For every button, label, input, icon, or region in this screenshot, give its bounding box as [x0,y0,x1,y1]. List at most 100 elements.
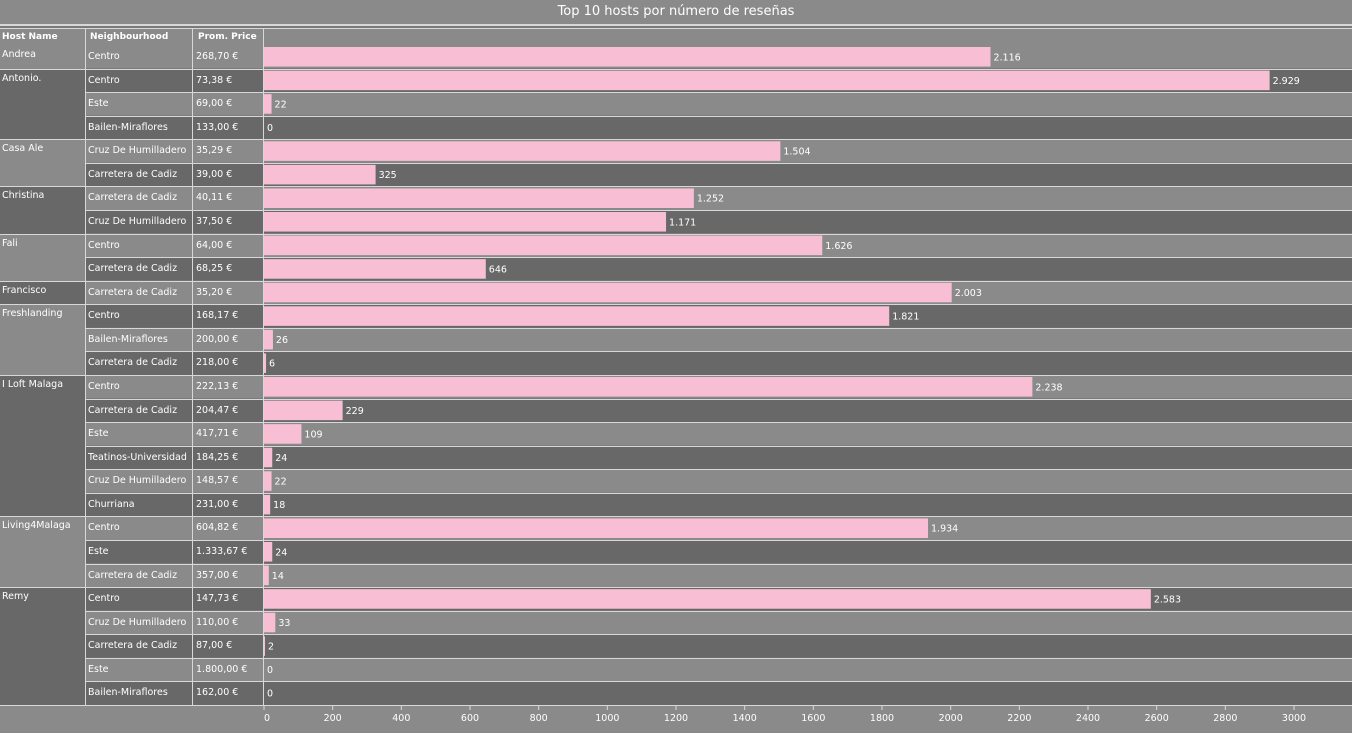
price-cell: 604,82 € [196,522,239,534]
price-cell: 184,25 € [196,451,239,463]
bar [264,94,272,114]
neighbourhood-cell: Este [88,428,109,440]
neighbourhood-cell: Centro [88,310,120,322]
price-cell: 168,17 € [196,310,239,322]
price-cell: 268,70 € [196,51,239,62]
chart-body: 2.116 2.929 22 0 1.504 325 1.252 1.171 1.626 646 2… [0,45,1352,705]
bar-value-label: 18 [273,500,285,511]
bar [264,636,265,656]
price-cell: 35,29 € [196,145,233,157]
host-name-cell: Antonio. [0,68,85,140]
row-divider [85,445,1352,447]
price-cell: 73,38 € [196,74,233,86]
bar-value-label: 1.252 [697,194,724,205]
neighbourhood-cell: Cruz De Humilladero [88,475,187,487]
neighbourhood-cell: Centro [88,239,120,251]
neighbourhood-cell: Este [88,663,109,675]
row-divider [85,540,1352,541]
neighbourhood-cell: Carretera de Cadiz [88,404,178,416]
bar-value-label: 646 [489,264,507,275]
row-divider [85,162,1352,164]
row-divider [85,398,1352,400]
row-background [86,115,1352,140]
bar [264,542,273,562]
row-background [86,563,1352,588]
x-tick-label: 2400 [1076,713,1100,724]
bar-value-label: 229 [346,406,364,417]
price-cell: 39,00 € [196,168,233,180]
bar [264,282,952,303]
row-divider [85,327,1352,329]
neighbourhood-cell: Centro [88,74,120,86]
x-axis-svg: 0 200 400 600 800 1000 1200 1400 1600 1800 2000 220… [263,706,1306,724]
neighbourhood-cell: Este [88,98,109,110]
row-background [86,398,1352,423]
bar [264,329,273,350]
bar-value-label: 1.821 [892,312,919,323]
host-name-cell: Living4Malaga [0,516,85,588]
bar-value-label: 24 [275,453,287,464]
x-tick-label: 200 [324,713,342,724]
row-background [86,657,1352,682]
x-tick-label: 2000 [939,713,963,724]
x-tick-label: 2600 [1145,713,1169,724]
x-tick-label: 3000 [1282,713,1306,724]
row-divider [85,210,1352,211]
row-divider [85,351,1352,353]
price-cell: 1.333,67 € [196,546,248,557]
price-cell: 69,00 € [196,98,233,110]
bar-value-label: 1.626 [825,241,852,252]
bar-value-label: 2 [268,642,274,653]
row-divider [85,563,1352,565]
price-cell: 40,11 € [196,192,233,204]
bar [264,424,302,444]
host-name-cell: Francisco [0,280,85,305]
price-cell: 87,00 € [196,640,233,652]
row-divider [85,422,1352,424]
bar-value-label: 24 [275,547,287,558]
bar-value-label: 2.238 [1035,382,1062,393]
price-cell: 133,00 € [196,121,239,133]
group-divider [0,233,1352,235]
x-tick-label: 0 [264,713,270,724]
neighbourhood-cell: Carretera de Cadiz [88,263,178,275]
neighbourhood-cell: Carretera de Cadiz [88,286,178,298]
neighbourhood-cell: Carretera de Cadiz [88,168,178,180]
header-prom-price: Prom. Price [198,32,257,42]
neighbourhood-cell: Centro [88,593,120,605]
x-tick-label: 1600 [801,713,825,724]
group-divider [0,587,1352,589]
bar-value-label: 1.171 [669,217,696,228]
neighbourhood-cell: Cruz De Humilladero [88,616,187,628]
price-cell: 222,13 € [196,381,239,392]
price-cell: 110,00 € [196,616,239,628]
price-cell: 218,00 € [196,357,239,369]
row-divider [85,610,1352,612]
row-background [86,445,1352,470]
neighbourhood-cell: Bailen-Miraflores [88,121,168,133]
bar-value-label: 109 [304,429,322,440]
price-cell: 148,57 € [196,475,239,487]
bar-value-label: 325 [379,170,397,181]
neighbourhood-cell: Churriana [88,498,135,510]
row-background [86,681,1352,705]
x-axis: 0 200 400 600 800 1000 1200 1400 1600 1800 2000 220… [0,705,1352,733]
row-divider [85,257,1352,259]
row-divider [85,115,1352,117]
bar-value-label: 2.583 [1154,594,1181,605]
bar [264,565,269,586]
host-name-cell: I Loft Malaga [0,375,85,517]
bar [264,518,929,538]
neighbourhood-cell: Carretera de Cadiz [88,569,178,581]
bar [264,612,276,633]
price-cell: 35,20 € [196,286,233,298]
price-cell: 68,25 € [196,263,233,275]
header-host-name: Host Name [2,32,58,42]
host-name-cell: Fali [0,233,85,281]
host-name-cell: Christina [0,186,85,234]
neighbourhood-cell: Carretera de Cadiz [88,357,178,369]
row-background [86,92,1352,116]
row-background [86,610,1352,635]
neighbourhood-cell: Cruz De Humilladero [88,145,187,157]
bar-value-label: 26 [276,335,288,346]
